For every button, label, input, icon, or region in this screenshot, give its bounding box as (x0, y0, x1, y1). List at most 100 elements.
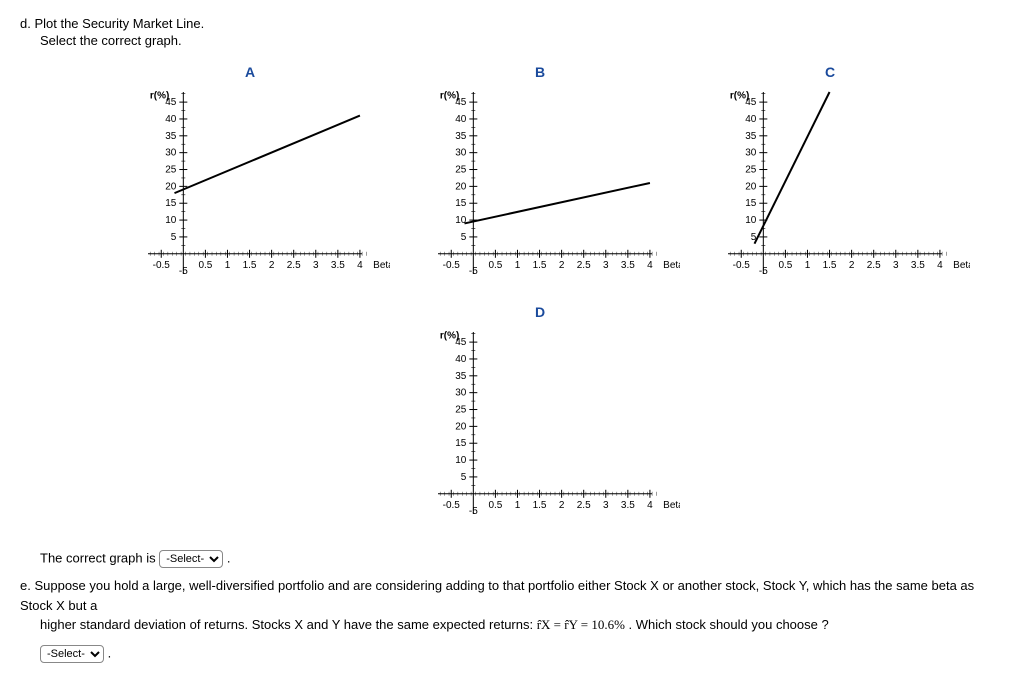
svg-text:35: 35 (455, 371, 467, 382)
svg-text:1: 1 (515, 500, 521, 511)
svg-text:2: 2 (559, 260, 565, 271)
svg-text:Beta: Beta (663, 500, 680, 511)
svg-text:r(%): r(%) (440, 331, 459, 342)
chart-a: 51015202530354045r(%)0.511.522.533.54-0.… (110, 86, 390, 296)
svg-text:-5: -5 (469, 266, 478, 277)
answer-suffix: . (227, 550, 231, 565)
svg-text:0.5: 0.5 (488, 500, 502, 511)
question-e-text2: higher standard deviation of returns. St… (40, 617, 537, 632)
svg-text:15: 15 (165, 198, 177, 209)
svg-text:0.5: 0.5 (198, 260, 212, 271)
svg-text:2: 2 (849, 260, 855, 271)
svg-text:25: 25 (745, 165, 757, 176)
svg-text:20: 20 (455, 421, 467, 432)
svg-text:2.5: 2.5 (577, 260, 591, 271)
svg-text:r(%): r(%) (150, 91, 169, 102)
chart-title-b: B (400, 64, 680, 82)
svg-text:r(%): r(%) (730, 91, 749, 102)
svg-text:2.5: 2.5 (867, 260, 881, 271)
chart-title-a: A (110, 64, 390, 82)
svg-text:-0.5: -0.5 (443, 500, 461, 511)
svg-text:-0.5: -0.5 (153, 260, 171, 271)
chart-c: 51015202530354045r(%)0.511.522.533.54-0.… (690, 86, 970, 296)
svg-text:1.5: 1.5 (533, 500, 547, 511)
svg-text:3.5: 3.5 (621, 500, 635, 511)
stock-select[interactable]: -Select- (40, 645, 104, 663)
svg-text:20: 20 (165, 181, 177, 192)
svg-text:-5: -5 (759, 266, 768, 277)
svg-text:-0.5: -0.5 (733, 260, 751, 271)
svg-text:30: 30 (455, 388, 467, 399)
svg-text:30: 30 (165, 148, 177, 159)
svg-text:30: 30 (455, 148, 467, 159)
svg-text:2.5: 2.5 (287, 260, 301, 271)
svg-text:35: 35 (165, 131, 177, 142)
svg-text:4: 4 (647, 500, 653, 511)
chart-title-d: D (400, 304, 680, 322)
svg-text:1.5: 1.5 (243, 260, 257, 271)
answer-line: The correct graph is -Select- . (40, 550, 1004, 568)
svg-text:3.5: 3.5 (331, 260, 345, 271)
svg-text:3.5: 3.5 (911, 260, 925, 271)
svg-text:2: 2 (559, 500, 565, 511)
svg-text:40: 40 (455, 354, 467, 365)
svg-text:2.5: 2.5 (577, 500, 591, 511)
question-e-text3: . Which stock should you choose ? (629, 617, 829, 632)
svg-text:Beta: Beta (663, 260, 680, 271)
svg-text:35: 35 (455, 131, 467, 142)
chart-title-c: C (690, 64, 970, 82)
svg-text:5: 5 (461, 472, 467, 483)
svg-text:-5: -5 (179, 266, 188, 277)
svg-text:Beta: Beta (373, 260, 390, 271)
question-e-text1: Suppose you hold a large, well-diversifi… (20, 578, 974, 613)
svg-text:10: 10 (455, 215, 467, 226)
svg-text:15: 15 (455, 198, 467, 209)
svg-text:Beta: Beta (953, 260, 970, 271)
svg-text:1: 1 (225, 260, 231, 271)
svg-text:4: 4 (647, 260, 653, 271)
svg-text:3: 3 (603, 260, 609, 271)
svg-text:1.5: 1.5 (823, 260, 837, 271)
svg-text:5: 5 (171, 232, 177, 243)
svg-text:40: 40 (165, 114, 177, 125)
svg-text:2: 2 (269, 260, 275, 271)
chart-d: 51015202530354045r(%)0.511.522.533.54-0.… (400, 326, 680, 536)
svg-text:20: 20 (455, 181, 467, 192)
question-d-label: d. Plot the Security Market Line. (20, 16, 1004, 31)
svg-text:10: 10 (455, 455, 467, 466)
svg-text:5: 5 (461, 232, 467, 243)
svg-text:3.5: 3.5 (621, 260, 635, 271)
svg-text:30: 30 (745, 148, 757, 159)
svg-text:4: 4 (357, 260, 363, 271)
svg-text:-0.5: -0.5 (443, 260, 461, 271)
svg-text:10: 10 (165, 215, 177, 226)
svg-text:10: 10 (745, 215, 757, 226)
svg-text:15: 15 (455, 438, 467, 449)
svg-text:3: 3 (603, 500, 609, 511)
svg-text:0.5: 0.5 (488, 260, 502, 271)
question-e: e. Suppose you hold a large, well-divers… (20, 576, 1004, 635)
svg-text:r(%): r(%) (440, 91, 459, 102)
stock-select-suffix: . (108, 645, 112, 660)
svg-text:1: 1 (515, 260, 521, 271)
charts-bottom-row: D 51015202530354045r(%)0.511.522.533.54-… (110, 304, 1004, 536)
svg-text:3: 3 (893, 260, 899, 271)
question-d-sub: Select the correct graph. (20, 33, 1004, 48)
question-e-label: e. (20, 578, 34, 593)
svg-text:25: 25 (455, 405, 467, 416)
svg-text:-5: -5 (469, 506, 478, 517)
charts-top-row: A 51015202530354045r(%)0.511.522.533.54-… (110, 64, 1004, 296)
svg-text:35: 35 (745, 131, 757, 142)
svg-text:3: 3 (313, 260, 319, 271)
svg-text:15: 15 (745, 198, 757, 209)
answer-prefix: The correct graph is (40, 550, 159, 565)
svg-text:25: 25 (165, 165, 177, 176)
svg-text:1.5: 1.5 (533, 260, 547, 271)
svg-text:20: 20 (745, 181, 757, 192)
answer-select[interactable]: -Select- (159, 550, 223, 568)
svg-text:4: 4 (937, 260, 943, 271)
chart-b: 51015202530354045r(%)0.511.522.533.54-0.… (400, 86, 680, 296)
svg-text:1: 1 (805, 260, 811, 271)
svg-text:25: 25 (455, 165, 467, 176)
question-e-formula: r̂X = r̂Y = 10.6% (537, 617, 625, 632)
